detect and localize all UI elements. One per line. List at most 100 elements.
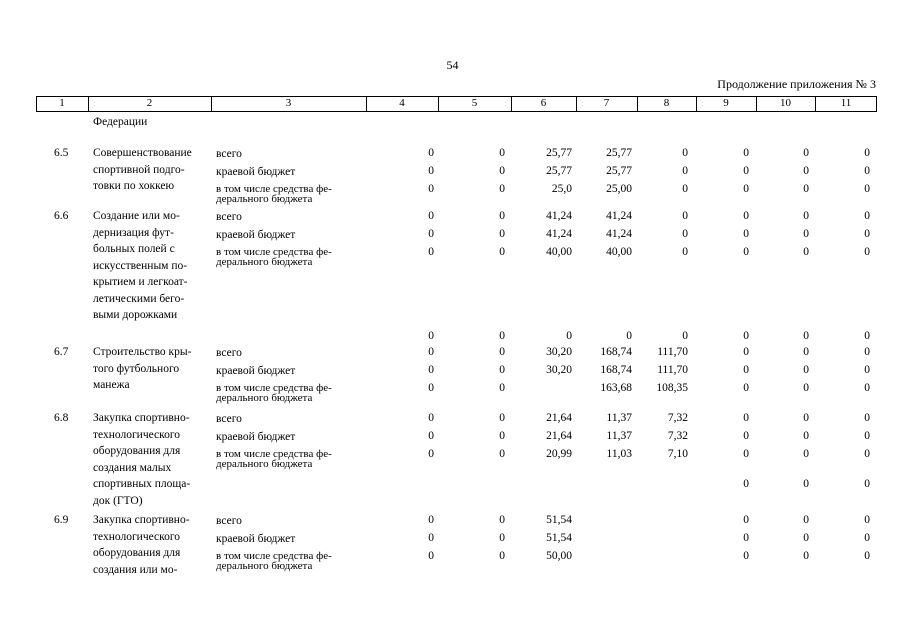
value-cell: 25,00 <box>606 183 632 195</box>
value-cell: 25,77 <box>606 147 632 159</box>
value-cell: 0 <box>803 147 809 159</box>
header-border <box>36 96 877 112</box>
category-label: дерального бюджета <box>216 560 313 572</box>
value-cell: 0 <box>864 382 870 394</box>
value-cell: 0 <box>428 183 434 195</box>
header-cell-7: 7 <box>603 97 610 109</box>
value-cell: 11,37 <box>606 412 632 424</box>
value-cell: 0 <box>803 165 809 177</box>
value-cell: 0 <box>864 210 870 222</box>
header-cell-6: 6 <box>540 97 547 109</box>
value-cell: 0 <box>428 228 434 240</box>
header-divider <box>637 96 638 112</box>
row-name-line: того футбольного <box>93 362 180 375</box>
value-cell: 0 <box>428 448 434 460</box>
row-name-line: Создание или мо- <box>93 210 180 222</box>
value-cell: 0 <box>682 330 688 342</box>
value-cell: 40,00 <box>606 246 632 258</box>
value-cell: 0 <box>428 246 434 258</box>
value-cell: 0 <box>499 430 505 442</box>
category-label: краевой бюджет <box>216 533 296 545</box>
value-cell: 41,24 <box>546 228 572 240</box>
value-cell: 30,20 <box>546 346 572 358</box>
row-name-line: больных полей с <box>93 243 175 255</box>
header-cell-9: 9 <box>723 97 729 109</box>
value-cell: 25,77 <box>546 165 572 177</box>
row-number: 6.6 <box>54 210 69 222</box>
category-label: дерального бюджета <box>216 193 313 205</box>
value-cell: 0 <box>743 382 749 394</box>
value-cell: 0 <box>743 228 749 240</box>
category-label: всего <box>216 413 242 425</box>
value-cell: 0 <box>864 412 870 424</box>
value-cell: 168,74 <box>600 364 632 376</box>
value-cell: 0 <box>743 210 749 222</box>
category-label: краевой бюджет <box>216 166 296 178</box>
row-name-line: Строительство кры- <box>93 346 192 358</box>
category-label: всего <box>216 211 242 223</box>
row-number: 6.8 <box>54 412 69 424</box>
value-cell: 0 <box>499 246 505 258</box>
value-cell: 0 <box>803 228 809 240</box>
category-label: в том числе средства фе- <box>216 183 332 195</box>
category-label: всего <box>216 347 242 359</box>
value-cell: 0 <box>743 246 749 258</box>
category-label: всего <box>216 515 242 527</box>
value-cell: 0 <box>864 430 870 442</box>
value-cell: 0 <box>803 382 809 394</box>
value-cell: 0 <box>803 478 809 490</box>
header-cell-1: 1 <box>59 97 65 109</box>
header-cell-8: 8 <box>663 97 670 109</box>
value-cell: 0 <box>864 532 870 544</box>
row-number: 6.9 <box>54 514 69 526</box>
row-name-line: оборудования для <box>93 547 181 559</box>
value-cell: 21,64 <box>546 412 572 424</box>
value-cell: 0 <box>803 330 809 342</box>
value-cell: 0 <box>499 346 505 358</box>
value-cell: 0 <box>499 210 505 222</box>
value-cell: 0 <box>499 228 505 240</box>
value-cell: 0 <box>864 228 870 240</box>
value-cell: 30,20 <box>546 364 572 376</box>
continuation-note: Продолжение приложения № 3 <box>717 77 876 91</box>
value-cell: 0 <box>566 330 572 342</box>
row-name-line: летическими бего- <box>93 292 185 305</box>
value-cell: 0 <box>428 550 434 562</box>
value-cell: 7,32 <box>667 430 688 442</box>
value-cell: 0 <box>803 210 809 222</box>
header-divider <box>576 96 577 112</box>
value-cell: 25,77 <box>546 147 572 159</box>
value-cell: 0 <box>803 246 809 258</box>
category-label: дерального бюджета <box>216 392 313 404</box>
value-cell: 0 <box>428 412 434 424</box>
row-name-line: док (ГТО) <box>93 494 143 507</box>
value-cell: 0 <box>803 346 809 358</box>
value-cell: 0 <box>428 514 434 526</box>
value-cell: 0 <box>428 165 434 177</box>
value-cell: 51,54 <box>546 532 572 544</box>
value-cell: 0 <box>428 532 434 544</box>
row-name-line: спортивных площа- <box>93 478 191 490</box>
value-cell: 108,35 <box>656 382 688 394</box>
row-name-line: дернизация фут- <box>93 226 174 239</box>
row-name-line: технологического <box>93 530 181 543</box>
value-cell: 0 <box>864 514 870 526</box>
value-cell: 0 <box>743 448 749 460</box>
value-cell: 0 <box>864 550 870 562</box>
value-cell: 21,64 <box>546 430 572 442</box>
header-divider <box>438 96 439 112</box>
value-cell: 168,74 <box>600 346 632 358</box>
value-cell: 0 <box>682 147 688 159</box>
value-cell: 0 <box>803 448 809 460</box>
value-cell: 41,24 <box>606 210 632 222</box>
value-cell: 0 <box>803 514 809 526</box>
value-cell: 0 <box>682 228 688 240</box>
row-name-line: крытием и легкоат- <box>93 276 188 288</box>
row-name-line: спортивной подго- <box>93 163 185 176</box>
value-cell: 0 <box>743 478 749 490</box>
value-cell: 0 <box>499 532 505 544</box>
row-name-line: выми дорожками <box>93 309 178 321</box>
category-label: дерального бюджета <box>216 256 313 268</box>
value-cell: 0 <box>743 514 749 526</box>
header-cell-2: 2 <box>146 97 153 109</box>
